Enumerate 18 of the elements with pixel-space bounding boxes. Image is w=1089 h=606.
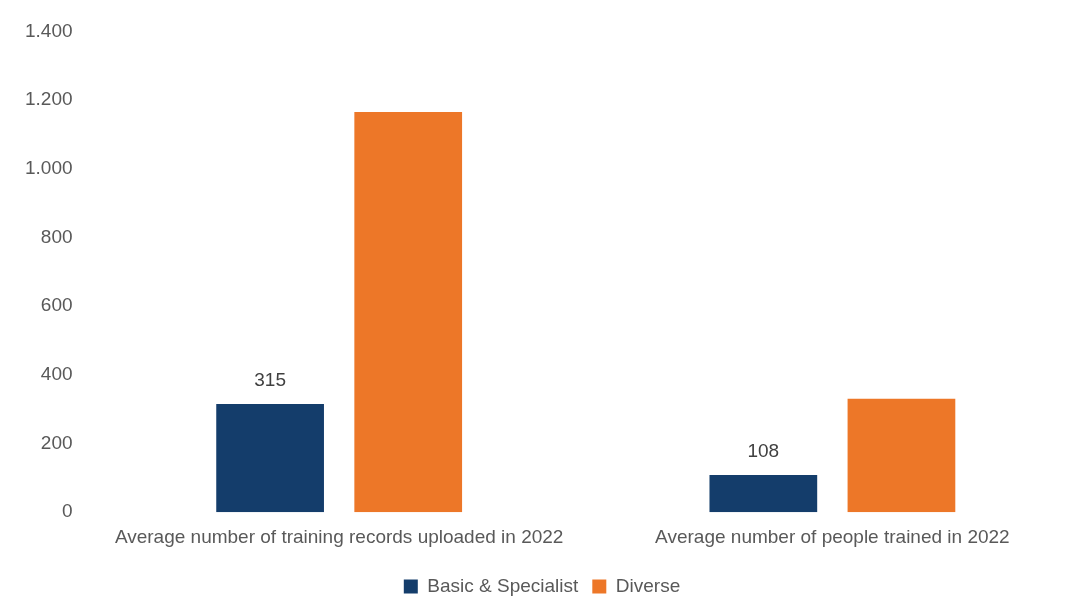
bar <box>847 398 956 513</box>
x-tick-label: Average number of people trained in 2022 <box>655 525 1010 547</box>
x-tick-label: Average number of training records uploaded in 2022 <box>114 525 564 547</box>
y-tick-label: 200 <box>40 431 73 453</box>
bar <box>216 404 324 513</box>
y-tick-label: 1.200 <box>25 88 73 110</box>
bar <box>354 112 463 513</box>
y-tick-label: 1.400 <box>25 19 73 41</box>
y-tick-label: 400 <box>40 363 73 385</box>
bar <box>709 475 818 513</box>
y-tick-label: 600 <box>40 294 73 316</box>
data-label: 315 <box>254 368 286 390</box>
data-label: 108 <box>747 439 780 461</box>
y-tick-label: 800 <box>40 225 73 247</box>
legend-label: Basic & Specialist <box>427 574 580 596</box>
y-tick-label: 0 <box>61 500 73 522</box>
legend-label: Diverse <box>615 574 681 596</box>
y-tick-label: 1.000 <box>25 157 73 179</box>
